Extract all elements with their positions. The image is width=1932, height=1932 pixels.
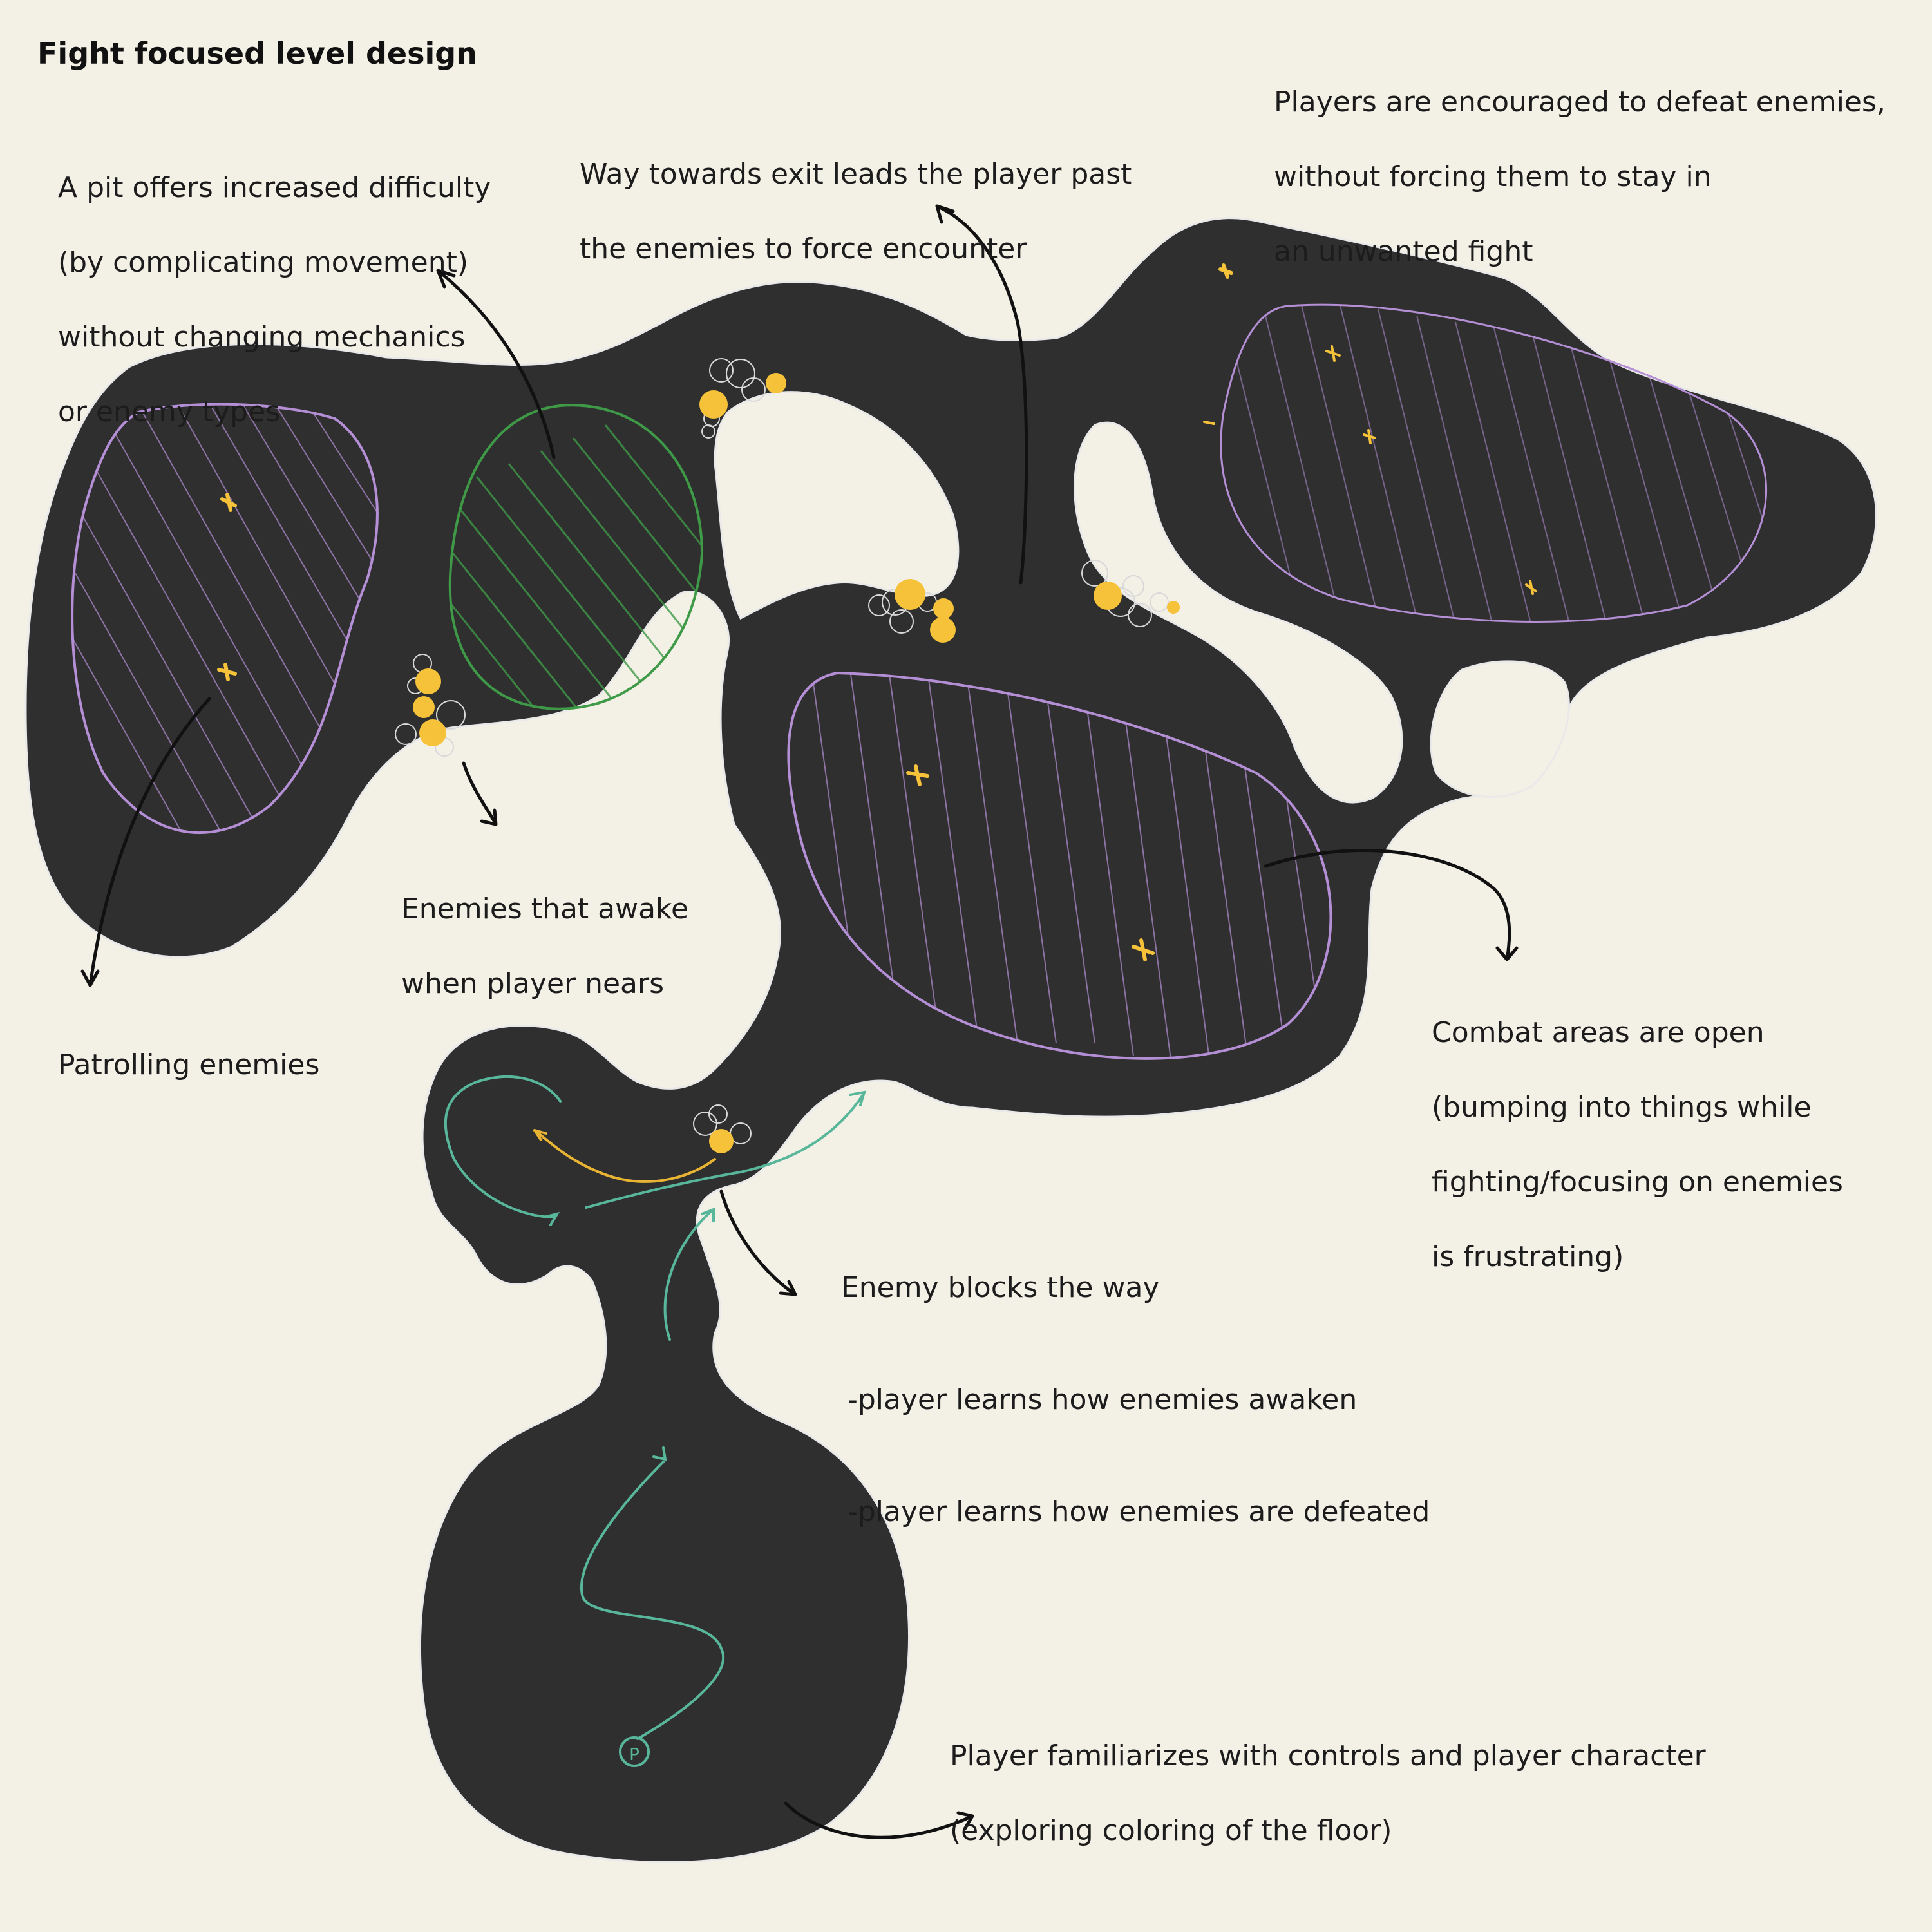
combat-arrow <box>1264 849 1519 961</box>
blocks-arrow <box>719 1189 797 1296</box>
note-point: -player learns how enemies are defeated <box>848 1495 1430 1528</box>
awake-note: Enemies that awake when player nears <box>383 853 688 1003</box>
exit-note: Way towards exit leads the player past t… <box>562 118 1132 268</box>
note-line: fighting/focusing on enemies <box>1431 1166 1843 1198</box>
note-line: Player familiarizes with controls and pl… <box>949 1739 1706 1772</box>
pit-note: A pit offers increased difficulty (by co… <box>40 132 491 431</box>
note-line: Players are encouraged to defeat enemies… <box>1273 86 1886 118</box>
note-line: an unwanted fight <box>1273 235 1533 268</box>
annotation-arrows <box>80 204 1519 1839</box>
note-line: is frustrating) <box>1431 1240 1624 1273</box>
note-line: Combat areas are open <box>1431 1016 1765 1049</box>
floor-gap-east <box>1430 660 1570 798</box>
note-line: (by complicating movement) <box>57 246 469 279</box>
encourage-note: Players are encouraged to defeat enemies… <box>1256 46 1886 270</box>
note-line: or enemy types <box>57 395 281 428</box>
combat-zone-central <box>787 671 1332 1060</box>
pit-hazard <box>448 404 704 710</box>
note-line: Patrolling enemies <box>57 1048 320 1081</box>
note-heading: Enemy blocks the way <box>840 1271 1160 1304</box>
note-line: (exploring coloring of the floor) <box>949 1814 1392 1847</box>
exit-arrow <box>935 204 1028 585</box>
pit-arrow <box>436 269 556 459</box>
note-point: -player learns how enemies awaken <box>848 1383 1358 1416</box>
note-line: without changing mechanics <box>57 321 466 354</box>
note-line: A pit offers increased difficulty <box>57 171 491 204</box>
note-line: when player nears <box>401 967 665 1000</box>
note-line: Way towards exit leads the player past <box>579 158 1132 191</box>
combat-zone-east <box>1220 303 1767 623</box>
blocks-note: Enemy blocks the way -player learns how … <box>823 1232 1430 1568</box>
player-start-icon: P <box>619 1736 650 1767</box>
patrol-note: Patrolling enemies <box>40 1009 319 1084</box>
combat-note: Combat areas are open (bumping into thin… <box>1414 977 1843 1276</box>
patrol-arrow <box>80 697 211 987</box>
enemy-path <box>533 1129 716 1183</box>
note-line: (bumping into things while <box>1431 1091 1812 1124</box>
player-path <box>444 1075 866 1740</box>
patrolling-enemy-icon <box>217 263 1537 961</box>
svg-text:P: P <box>629 1745 639 1765</box>
note-line: without forcing them to stay in <box>1273 160 1712 193</box>
sleeping-enemy-icon <box>395 358 1180 1153</box>
awake-arrow <box>462 761 498 826</box>
familiarize-note: Player familiarizes with controls and pl… <box>932 1700 1706 1850</box>
note-line: Enemies that awake <box>401 893 689 925</box>
page-title: Fight focused level design <box>37 36 477 71</box>
combat-zone-west <box>71 402 379 835</box>
note-line: the enemies to force encounter <box>579 232 1027 265</box>
level-floor <box>24 217 1877 1863</box>
familiarize-arrow <box>784 1801 974 1839</box>
